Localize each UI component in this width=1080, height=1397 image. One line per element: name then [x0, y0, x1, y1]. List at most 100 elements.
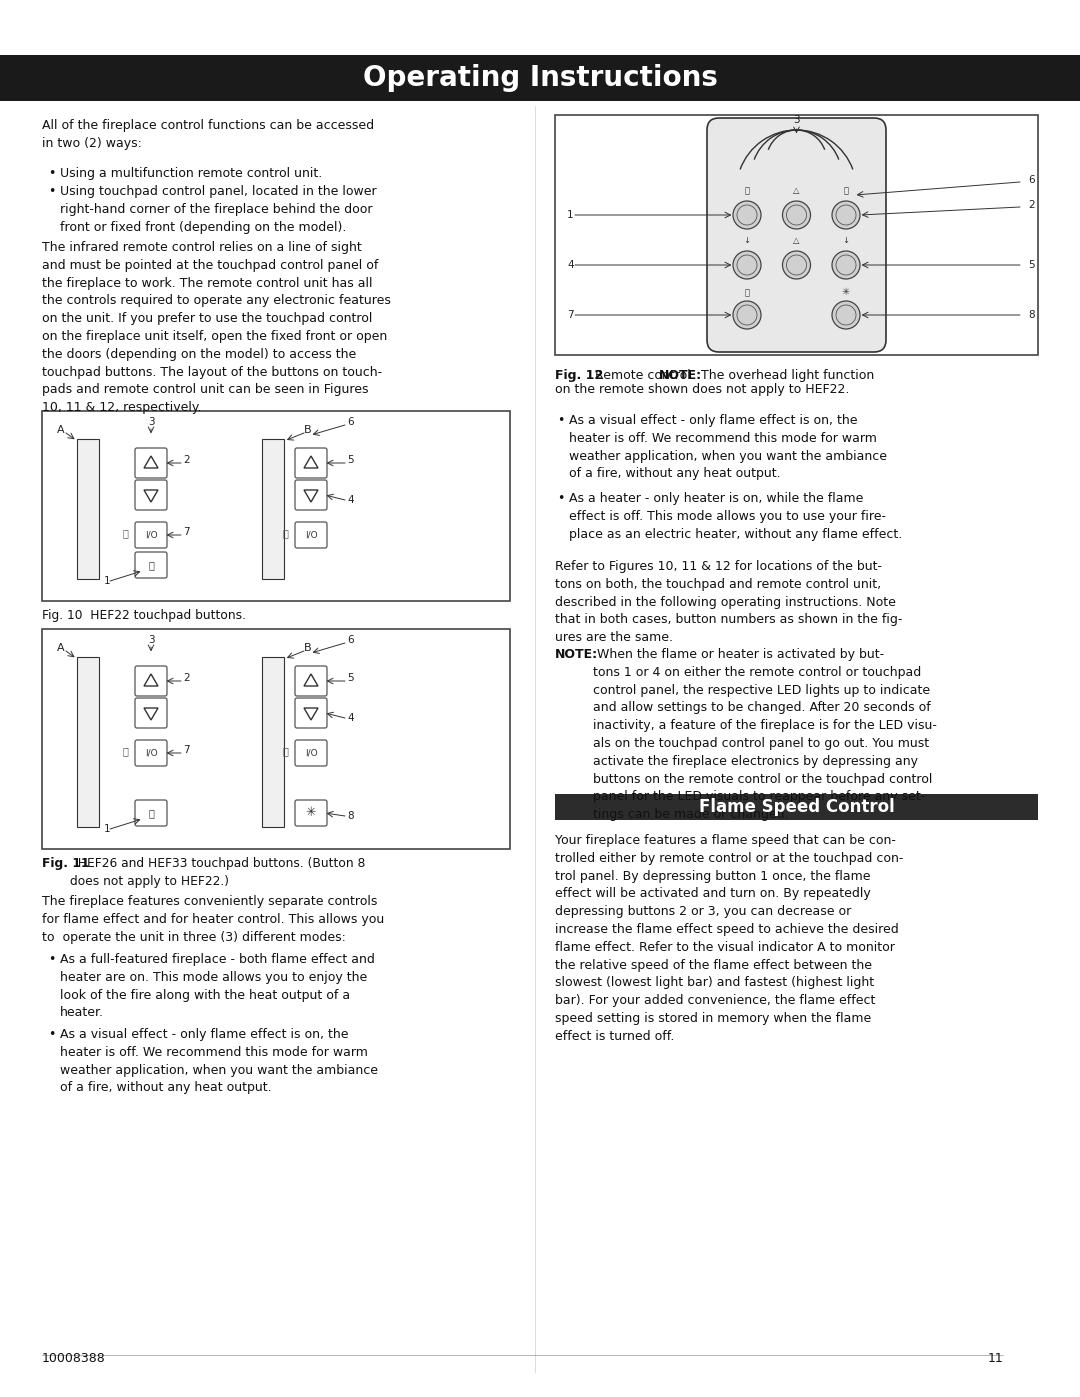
Text: B: B	[303, 425, 312, 434]
Text: 3: 3	[148, 636, 154, 645]
Bar	[42, 411, 510, 601]
Text: I/O: I/O	[305, 749, 318, 757]
Text: ↓: ↓	[743, 236, 751, 244]
FancyBboxPatch shape	[295, 448, 327, 478]
FancyBboxPatch shape	[135, 522, 167, 548]
Text: As a visual effect - only flame effect is on, the
heater is off. We recommend th: As a visual effect - only flame effect i…	[60, 1028, 378, 1094]
Text: 7: 7	[183, 745, 190, 754]
Text: 5: 5	[1028, 260, 1035, 270]
Text: 🔥: 🔥	[843, 186, 849, 196]
FancyBboxPatch shape	[295, 666, 327, 696]
Circle shape	[733, 300, 761, 330]
Text: 4: 4	[347, 495, 353, 504]
FancyBboxPatch shape	[707, 117, 886, 352]
Text: Fig. 10  HEF22 touchpad buttons.: Fig. 10 HEF22 touchpad buttons.	[42, 609, 246, 622]
FancyBboxPatch shape	[135, 552, 167, 578]
Circle shape	[783, 251, 810, 279]
Text: ✳: ✳	[306, 806, 316, 820]
Text: Fig. 12: Fig. 12	[555, 369, 603, 381]
Circle shape	[733, 251, 761, 279]
Text: 10008388: 10008388	[42, 1352, 106, 1365]
Text: △: △	[793, 236, 800, 244]
Text: 🔥: 🔥	[744, 186, 750, 196]
Text: NOTE:: NOTE:	[555, 648, 598, 661]
Text: 5: 5	[347, 455, 353, 465]
Text: Your fireplace features a flame speed that can be con-
trolled either by remote : Your fireplace features a flame speed th…	[555, 834, 903, 1042]
Bar	[262, 439, 284, 578]
Text: B: B	[303, 643, 312, 652]
Text: 7: 7	[183, 527, 190, 536]
Text: 4: 4	[347, 712, 353, 724]
Bar	[42, 629, 510, 849]
Text: 6: 6	[347, 636, 353, 645]
Text: 🔊: 🔊	[744, 288, 750, 298]
Bar	[555, 115, 1038, 355]
Bar	[555, 793, 1038, 820]
Text: 1: 1	[104, 824, 110, 834]
Circle shape	[832, 251, 860, 279]
Text: HEF26 and HEF33 touchpad buttons. (Button 8
does not apply to HEF22.): HEF26 and HEF33 touchpad buttons. (Butto…	[70, 856, 365, 888]
Bar	[77, 439, 99, 578]
Text: 6: 6	[347, 416, 353, 427]
Text: 3: 3	[148, 416, 154, 427]
FancyBboxPatch shape	[135, 698, 167, 728]
Text: Operating Instructions: Operating Instructions	[363, 64, 717, 92]
Text: on the remote shown does not apply to HEF22.: on the remote shown does not apply to HE…	[555, 383, 849, 395]
FancyBboxPatch shape	[295, 481, 327, 510]
Text: I/O: I/O	[145, 531, 158, 539]
Text: All of the fireplace control functions can be accessed
in two (2) ways:: All of the fireplace control functions c…	[42, 119, 374, 149]
Text: ✳: ✳	[842, 286, 850, 298]
Text: A: A	[57, 643, 65, 652]
Text: •: •	[48, 168, 55, 180]
Circle shape	[832, 300, 860, 330]
FancyBboxPatch shape	[135, 740, 167, 766]
Circle shape	[832, 201, 860, 229]
Text: 4: 4	[567, 260, 573, 270]
Text: •: •	[48, 953, 55, 965]
Text: •: •	[48, 1028, 55, 1041]
Text: The infrared remote control relies on a line of sight
and must be pointed at the: The infrared remote control relies on a …	[42, 242, 391, 414]
FancyBboxPatch shape	[135, 448, 167, 478]
Text: 6: 6	[1028, 175, 1035, 184]
Text: Using a multifunction remote control unit.: Using a multifunction remote control uni…	[60, 168, 322, 180]
Text: When the flame or heater is activated by but-
tons 1 or 4 on either the remote c: When the flame or heater is activated by…	[593, 648, 936, 821]
Text: 2: 2	[183, 455, 190, 465]
FancyBboxPatch shape	[135, 481, 167, 510]
Text: Refer to Figures 10, 11 & 12 for locations of the but-
tons on both, the touchpa: Refer to Figures 10, 11 & 12 for locatio…	[555, 560, 903, 644]
Text: •: •	[557, 492, 565, 504]
FancyBboxPatch shape	[295, 800, 327, 826]
Text: 5: 5	[347, 673, 353, 683]
Text: 🌡: 🌡	[282, 746, 288, 756]
Text: 2: 2	[1028, 200, 1035, 210]
Text: NOTE:: NOTE:	[659, 369, 702, 381]
Text: A: A	[57, 425, 65, 434]
Text: I/O: I/O	[305, 531, 318, 539]
Text: 🔊: 🔊	[148, 560, 154, 570]
FancyBboxPatch shape	[295, 698, 327, 728]
Text: 🔥: 🔥	[122, 528, 127, 538]
Text: The overhead light function: The overhead light function	[693, 369, 874, 381]
FancyBboxPatch shape	[295, 740, 327, 766]
Text: 1: 1	[104, 576, 110, 585]
Text: Using touchpad control panel, located in the lower
right-hand corner of the fire: Using touchpad control panel, located in…	[60, 184, 377, 233]
Text: As a visual effect - only flame effect is on, the
heater is off. We recommend th: As a visual effect - only flame effect i…	[569, 414, 887, 481]
FancyBboxPatch shape	[135, 666, 167, 696]
FancyBboxPatch shape	[295, 522, 327, 548]
Text: I/O: I/O	[145, 749, 158, 757]
Text: As a heater - only heater is on, while the flame
effect is off. This mode allows: As a heater - only heater is on, while t…	[569, 492, 902, 541]
Text: ↓: ↓	[842, 236, 850, 244]
Text: As a full-featured fireplace - both flame effect and
heater are on. This mode al: As a full-featured fireplace - both flam…	[60, 953, 375, 1020]
Text: •: •	[48, 184, 55, 198]
Circle shape	[733, 201, 761, 229]
Circle shape	[783, 201, 810, 229]
Text: 2: 2	[183, 673, 190, 683]
Text: 3: 3	[793, 115, 800, 124]
Text: 8: 8	[347, 812, 353, 821]
Text: Fig. 11: Fig. 11	[42, 856, 90, 870]
Text: 1: 1	[567, 210, 573, 219]
Text: The fireplace features conveniently separate controls
for flame effect and for h: The fireplace features conveniently sepa…	[42, 895, 384, 943]
Bar	[262, 657, 284, 827]
Text: 🔊: 🔊	[148, 807, 154, 819]
Bar	[0, 54, 1080, 101]
Text: 🔥: 🔥	[122, 746, 127, 756]
